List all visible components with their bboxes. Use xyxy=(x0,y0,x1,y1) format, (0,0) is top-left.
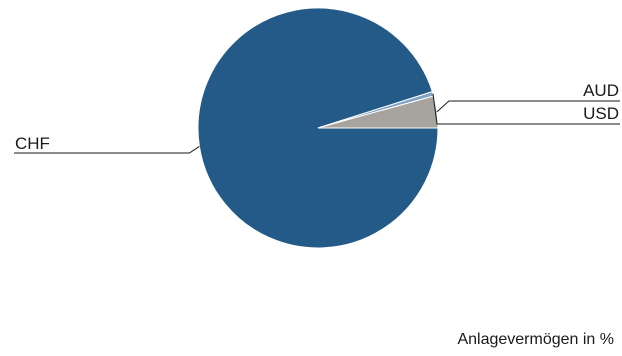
leader-lines xyxy=(14,93,620,154)
leader-line-chf xyxy=(14,145,200,154)
slice-labels: CHF AUD USD xyxy=(15,81,619,153)
pie-slices xyxy=(197,7,439,249)
slice-label-chf: CHF xyxy=(15,134,50,153)
chart-caption: Anlagevermögen in % xyxy=(457,331,614,348)
leader-line-aud xyxy=(436,100,620,113)
leader-line-usd xyxy=(432,93,620,125)
slice-label-aud: AUD xyxy=(583,81,619,100)
slice-label-usd: USD xyxy=(583,104,619,123)
